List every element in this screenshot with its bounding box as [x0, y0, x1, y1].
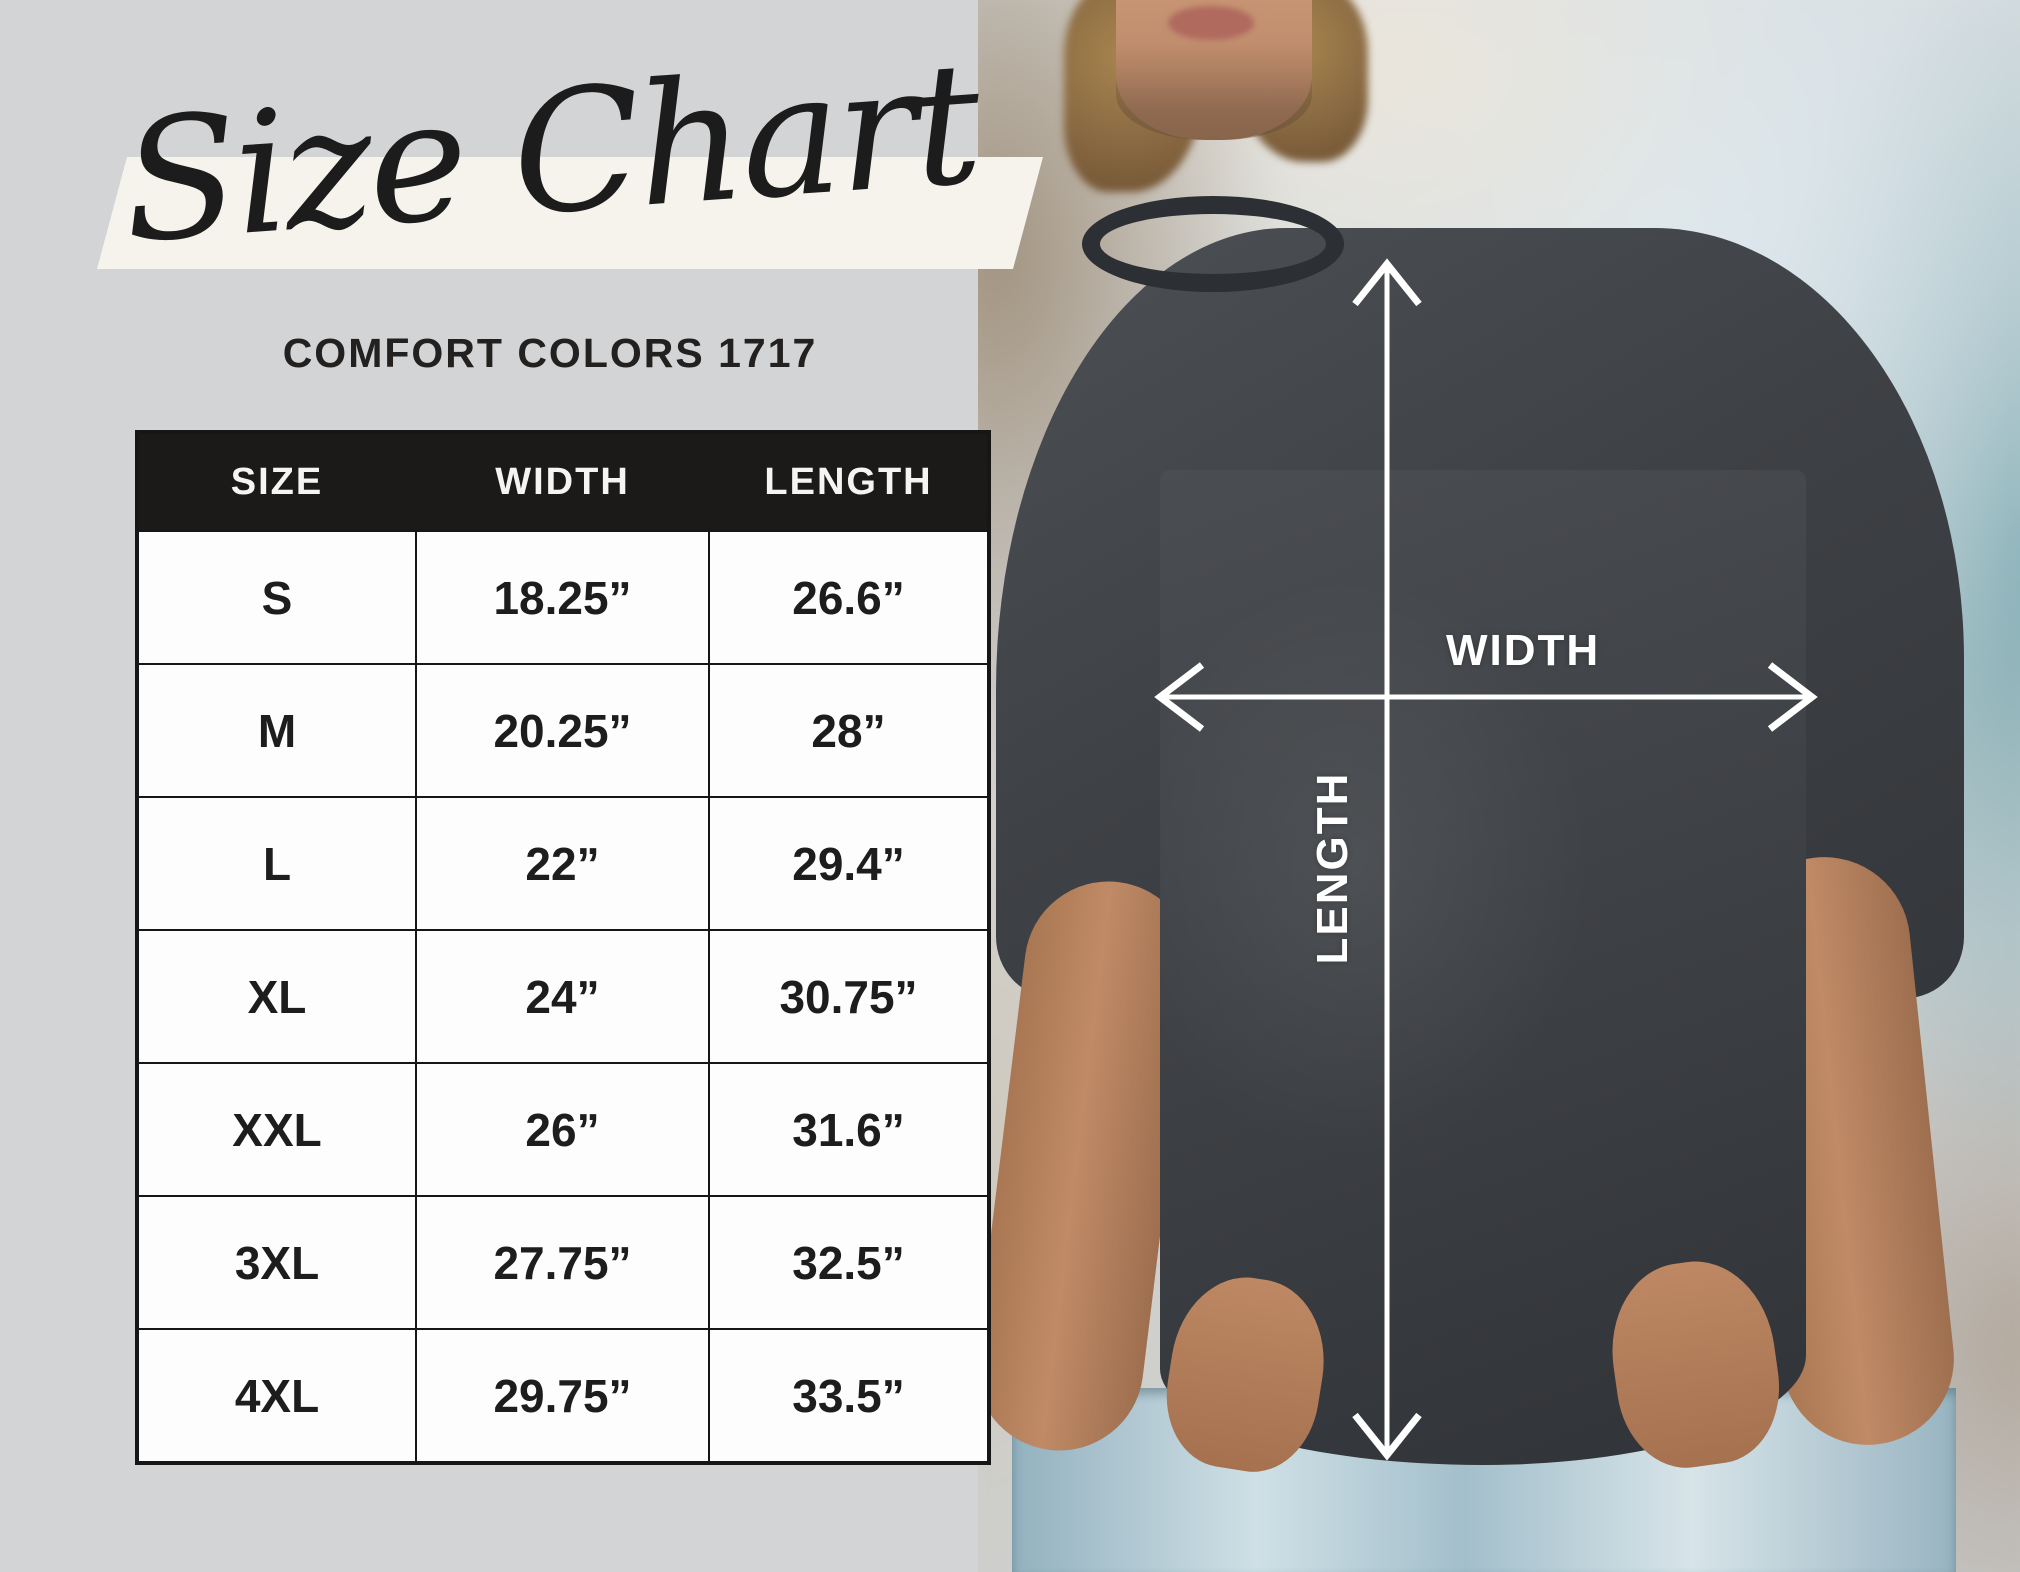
- cell-size: 4XL: [139, 1328, 417, 1461]
- cell-length: 31.6”: [710, 1062, 987, 1195]
- model-stubble: [1116, 42, 1312, 140]
- cell-width: 26”: [417, 1062, 710, 1195]
- cell-width: 18.25”: [417, 530, 710, 663]
- cell-length: 30.75”: [710, 929, 987, 1062]
- photo-panel: WIDTH LENGTH: [978, 0, 2020, 1572]
- table-row: XL 24” 30.75”: [139, 929, 987, 1062]
- cell-size: 3XL: [139, 1195, 417, 1328]
- table-row: XXL 26” 31.6”: [139, 1062, 987, 1195]
- header-cell-width: WIDTH: [417, 434, 710, 530]
- size-table: SIZE WIDTH LENGTH S 18.25” 26.6” M 20.25…: [135, 430, 991, 1465]
- table-row: S 18.25” 26.6”: [139, 530, 987, 663]
- header-cell-size: SIZE: [139, 434, 417, 530]
- cell-width: 24”: [417, 929, 710, 1062]
- table-header-row: SIZE WIDTH LENGTH: [139, 434, 987, 530]
- cell-size: XXL: [139, 1062, 417, 1195]
- model-chin: [1116, 0, 1312, 140]
- cell-length: 29.4”: [710, 796, 987, 929]
- left-panel: Size Chart COMFORT COLORS 1717 SIZE WIDT…: [0, 0, 1044, 1572]
- cell-length: 26.6”: [710, 530, 987, 663]
- model-photo: [978, 0, 2020, 1572]
- page-subtitle: COMFORT COLORS 1717: [282, 330, 818, 376]
- cell-length: 33.5”: [710, 1328, 987, 1461]
- cell-width: 27.75”: [417, 1195, 710, 1328]
- width-arrow: [1154, 662, 1818, 732]
- cell-length: 28”: [710, 663, 987, 796]
- cell-width: 29.75”: [417, 1328, 710, 1461]
- table-row: 4XL 29.75” 33.5”: [139, 1328, 987, 1461]
- model-lips: [1168, 6, 1254, 40]
- cell-size: XL: [139, 929, 417, 1062]
- cell-size: S: [139, 530, 417, 663]
- table-row: M 20.25” 28”: [139, 663, 987, 796]
- length-arrow: [1352, 258, 1422, 1461]
- cell-size: L: [139, 796, 417, 929]
- cell-width: 20.25”: [417, 663, 710, 796]
- table-row: 3XL 27.75” 32.5”: [139, 1195, 987, 1328]
- cell-length: 32.5”: [710, 1195, 987, 1328]
- measurement-overlay: [1154, 258, 1818, 1461]
- table-row: L 22” 29.4”: [139, 796, 987, 929]
- table-body: S 18.25” 26.6” M 20.25” 28” L 22” 29.4” …: [139, 530, 987, 1461]
- length-label: LENGTH: [1308, 771, 1357, 965]
- cell-width: 22”: [417, 796, 710, 929]
- cell-size: M: [139, 663, 417, 796]
- header-cell-length: LENGTH: [764, 460, 933, 503]
- width-label: WIDTH: [1446, 626, 1601, 675]
